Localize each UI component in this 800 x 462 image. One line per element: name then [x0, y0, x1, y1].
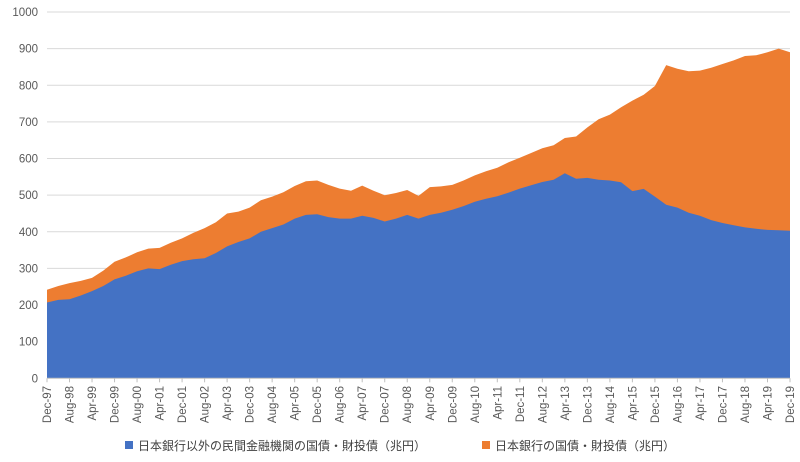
x-axis-tick-label: Apr-03	[222, 386, 234, 421]
x-axis-tick-label: Aug-06	[335, 386, 347, 423]
legend-item-private-institutions: 日本銀行以外の民間金融機関の国債・財投債（兆円）	[124, 437, 426, 454]
x-axis-tick-label: Dec-17	[717, 386, 729, 423]
x-axis-tick-label: Aug-04	[267, 385, 279, 423]
y-axis-tick-label: 100	[19, 337, 38, 349]
legend-swatch-orange	[482, 441, 490, 449]
y-axis-tick-label: 700	[19, 117, 38, 129]
x-axis-tick-label: Apr-11	[492, 386, 504, 420]
x-axis-tick-label: Dec-15	[650, 386, 662, 423]
y-axis-tick-label: 900	[19, 44, 38, 56]
x-axis-tick-label: Dec-13	[582, 386, 594, 423]
legend-label-boj: 日本銀行の国債・財投債（兆円）	[495, 438, 676, 453]
x-axis-tick-label: Apr-01	[155, 386, 167, 421]
x-axis-tick-label: Apr-13	[560, 386, 572, 421]
x-axis-tick-label: Dec-01	[177, 386, 189, 423]
x-axis-tick-label: Dec-03	[245, 386, 257, 423]
y-axis-tick-label: 400	[19, 227, 38, 239]
x-axis-tick-label: Dec-19	[785, 386, 797, 423]
x-axis-tick-label: Aug-02	[200, 386, 212, 423]
area-series-private-institutions	[47, 173, 790, 379]
x-axis-tick-label: Aug-98	[65, 386, 77, 423]
chart-legend: 日本銀行以外の民間金融機関の国債・財投債（兆円） 日本銀行の国債・財投債（兆円）	[0, 434, 800, 456]
x-axis-tick-label: Dec-07	[380, 386, 392, 423]
x-axis-tick-label: Aug-08	[402, 386, 414, 423]
x-axis-tick-label: Aug-16	[672, 386, 684, 423]
x-axis-tick-label: Dec-97	[42, 386, 54, 423]
legend-label-private-institutions: 日本銀行以外の民間金融機関の国債・財投債（兆円）	[137, 438, 426, 453]
x-axis-tick-label: Dec-99	[110, 386, 122, 423]
x-axis-tick-label: Aug-12	[537, 386, 549, 423]
y-axis-tick-label: 1000	[12, 7, 38, 19]
y-axis-tick-label: 200	[19, 300, 38, 312]
y-axis-tick-label: 300	[19, 263, 38, 275]
x-axis-tick-label: Apr-07	[357, 386, 369, 421]
legend-swatch-blue	[124, 441, 133, 449]
x-axis-tick-label: Apr-09	[425, 386, 437, 421]
x-axis-tick-label: Aug-10	[470, 386, 482, 423]
x-axis-tick-label: Aug-00	[132, 386, 144, 423]
legend-item-boj: 日本銀行の国債・財投債（兆円）	[482, 437, 675, 454]
x-axis-tick-label: Apr-05	[290, 386, 302, 421]
y-axis-tick-label: 800	[19, 80, 38, 92]
x-axis-tick-label: Aug-14	[605, 385, 617, 423]
x-axis-tick-label: Apr-15	[627, 386, 639, 421]
y-axis-tick-label: 0	[32, 373, 38, 385]
y-axis-tick-label: 500	[19, 190, 38, 202]
x-axis-tick-label: Dec-09	[447, 386, 459, 423]
x-axis-tick-label: Aug-18	[740, 386, 752, 423]
x-axis-tick-label: Apr-19	[762, 386, 774, 421]
x-axis-tick-label: Apr-17	[695, 386, 707, 421]
y-axis-tick-label: 600	[19, 154, 38, 166]
x-axis-tick-label: Apr-99	[87, 386, 99, 421]
x-axis-tick-label: Dec-11	[515, 386, 527, 422]
x-axis-tick-label: Dec-05	[312, 386, 324, 423]
